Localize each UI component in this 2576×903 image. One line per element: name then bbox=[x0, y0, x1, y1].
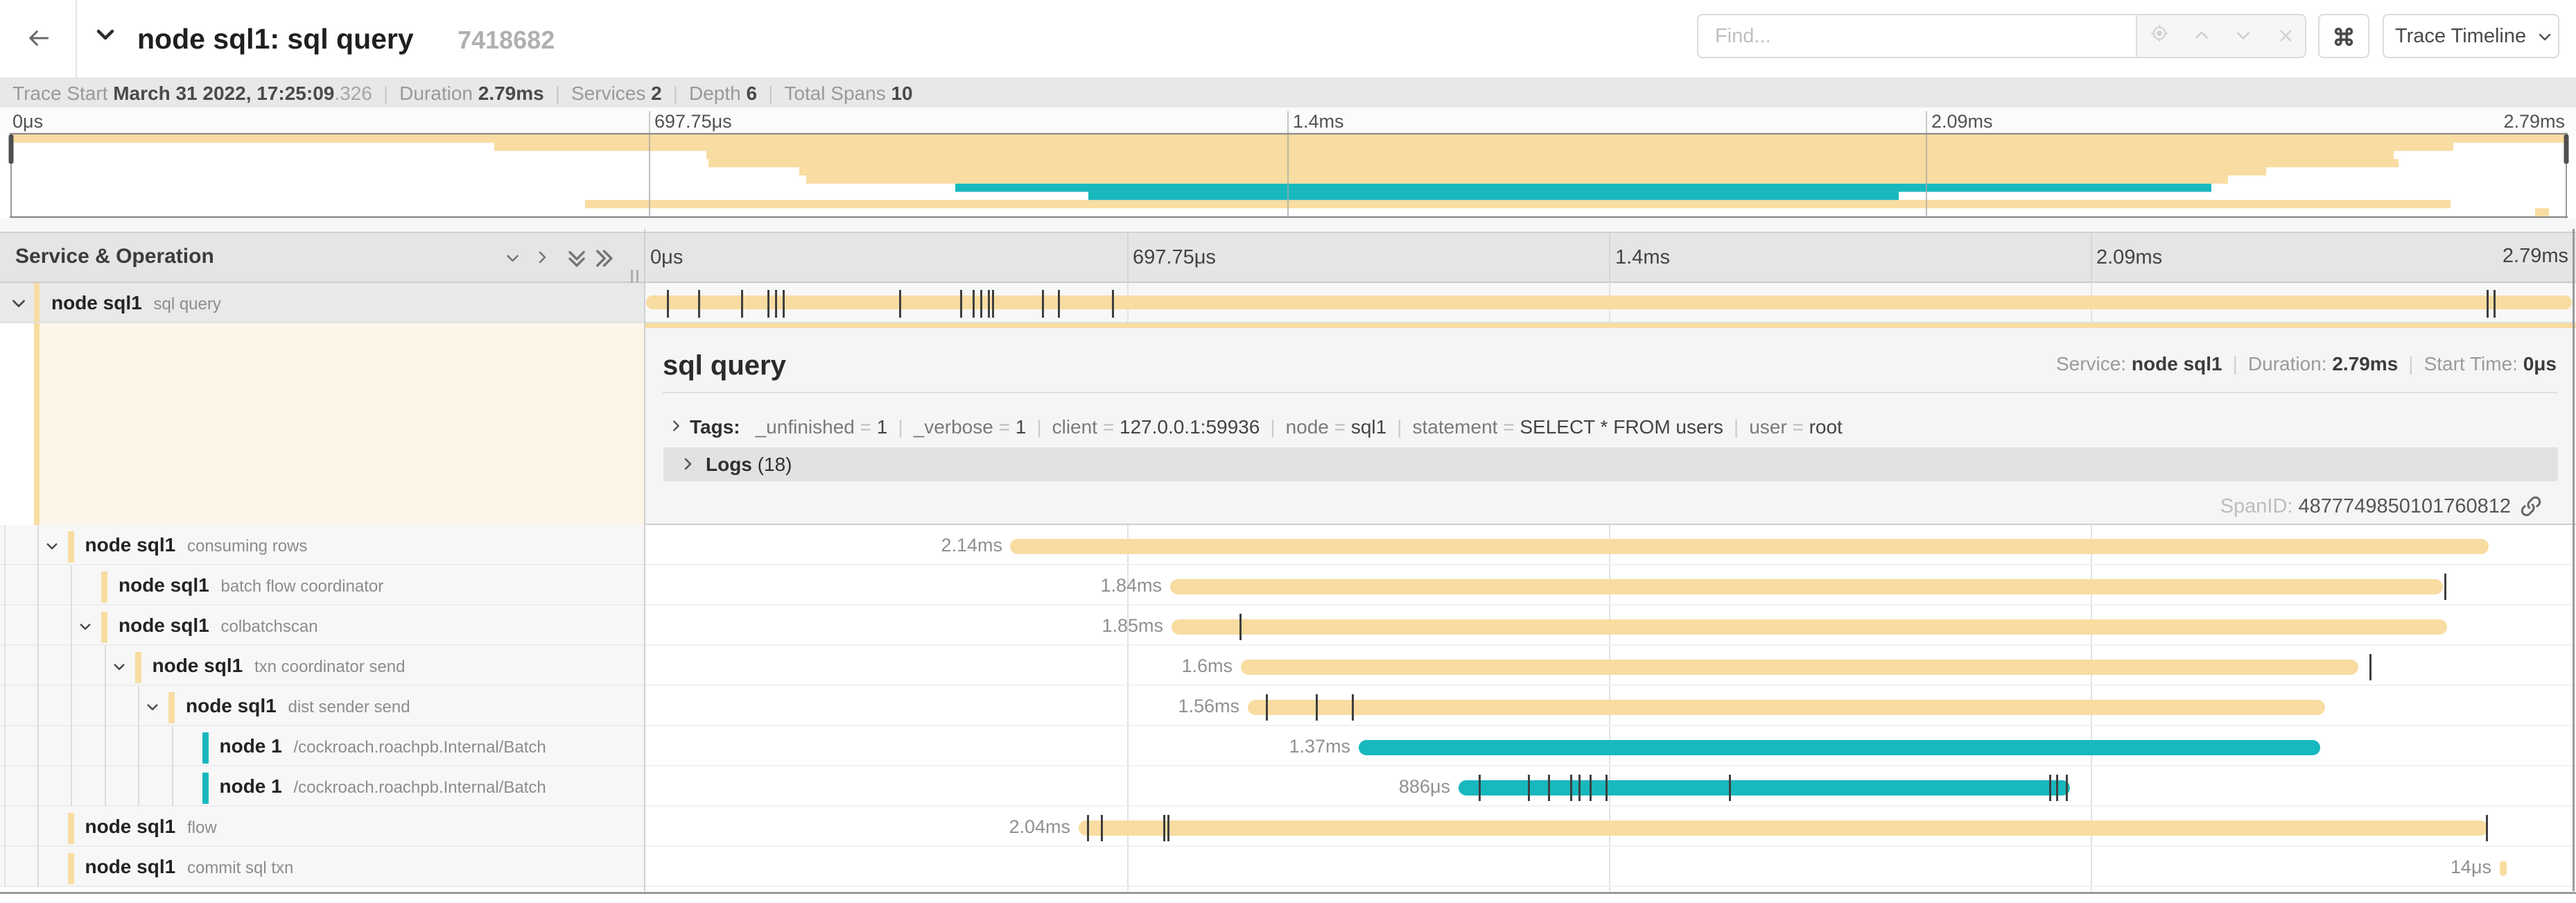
svg-text:0μs: 0μs bbox=[12, 111, 43, 132]
svg-text:2.79ms: 2.79ms bbox=[2503, 111, 2565, 132]
svg-text:697.75μs: 697.75μs bbox=[654, 111, 732, 132]
svg-text:1.4ms: 1.4ms bbox=[1293, 111, 1344, 132]
svg-text:2.09ms: 2.09ms bbox=[1931, 111, 1993, 132]
